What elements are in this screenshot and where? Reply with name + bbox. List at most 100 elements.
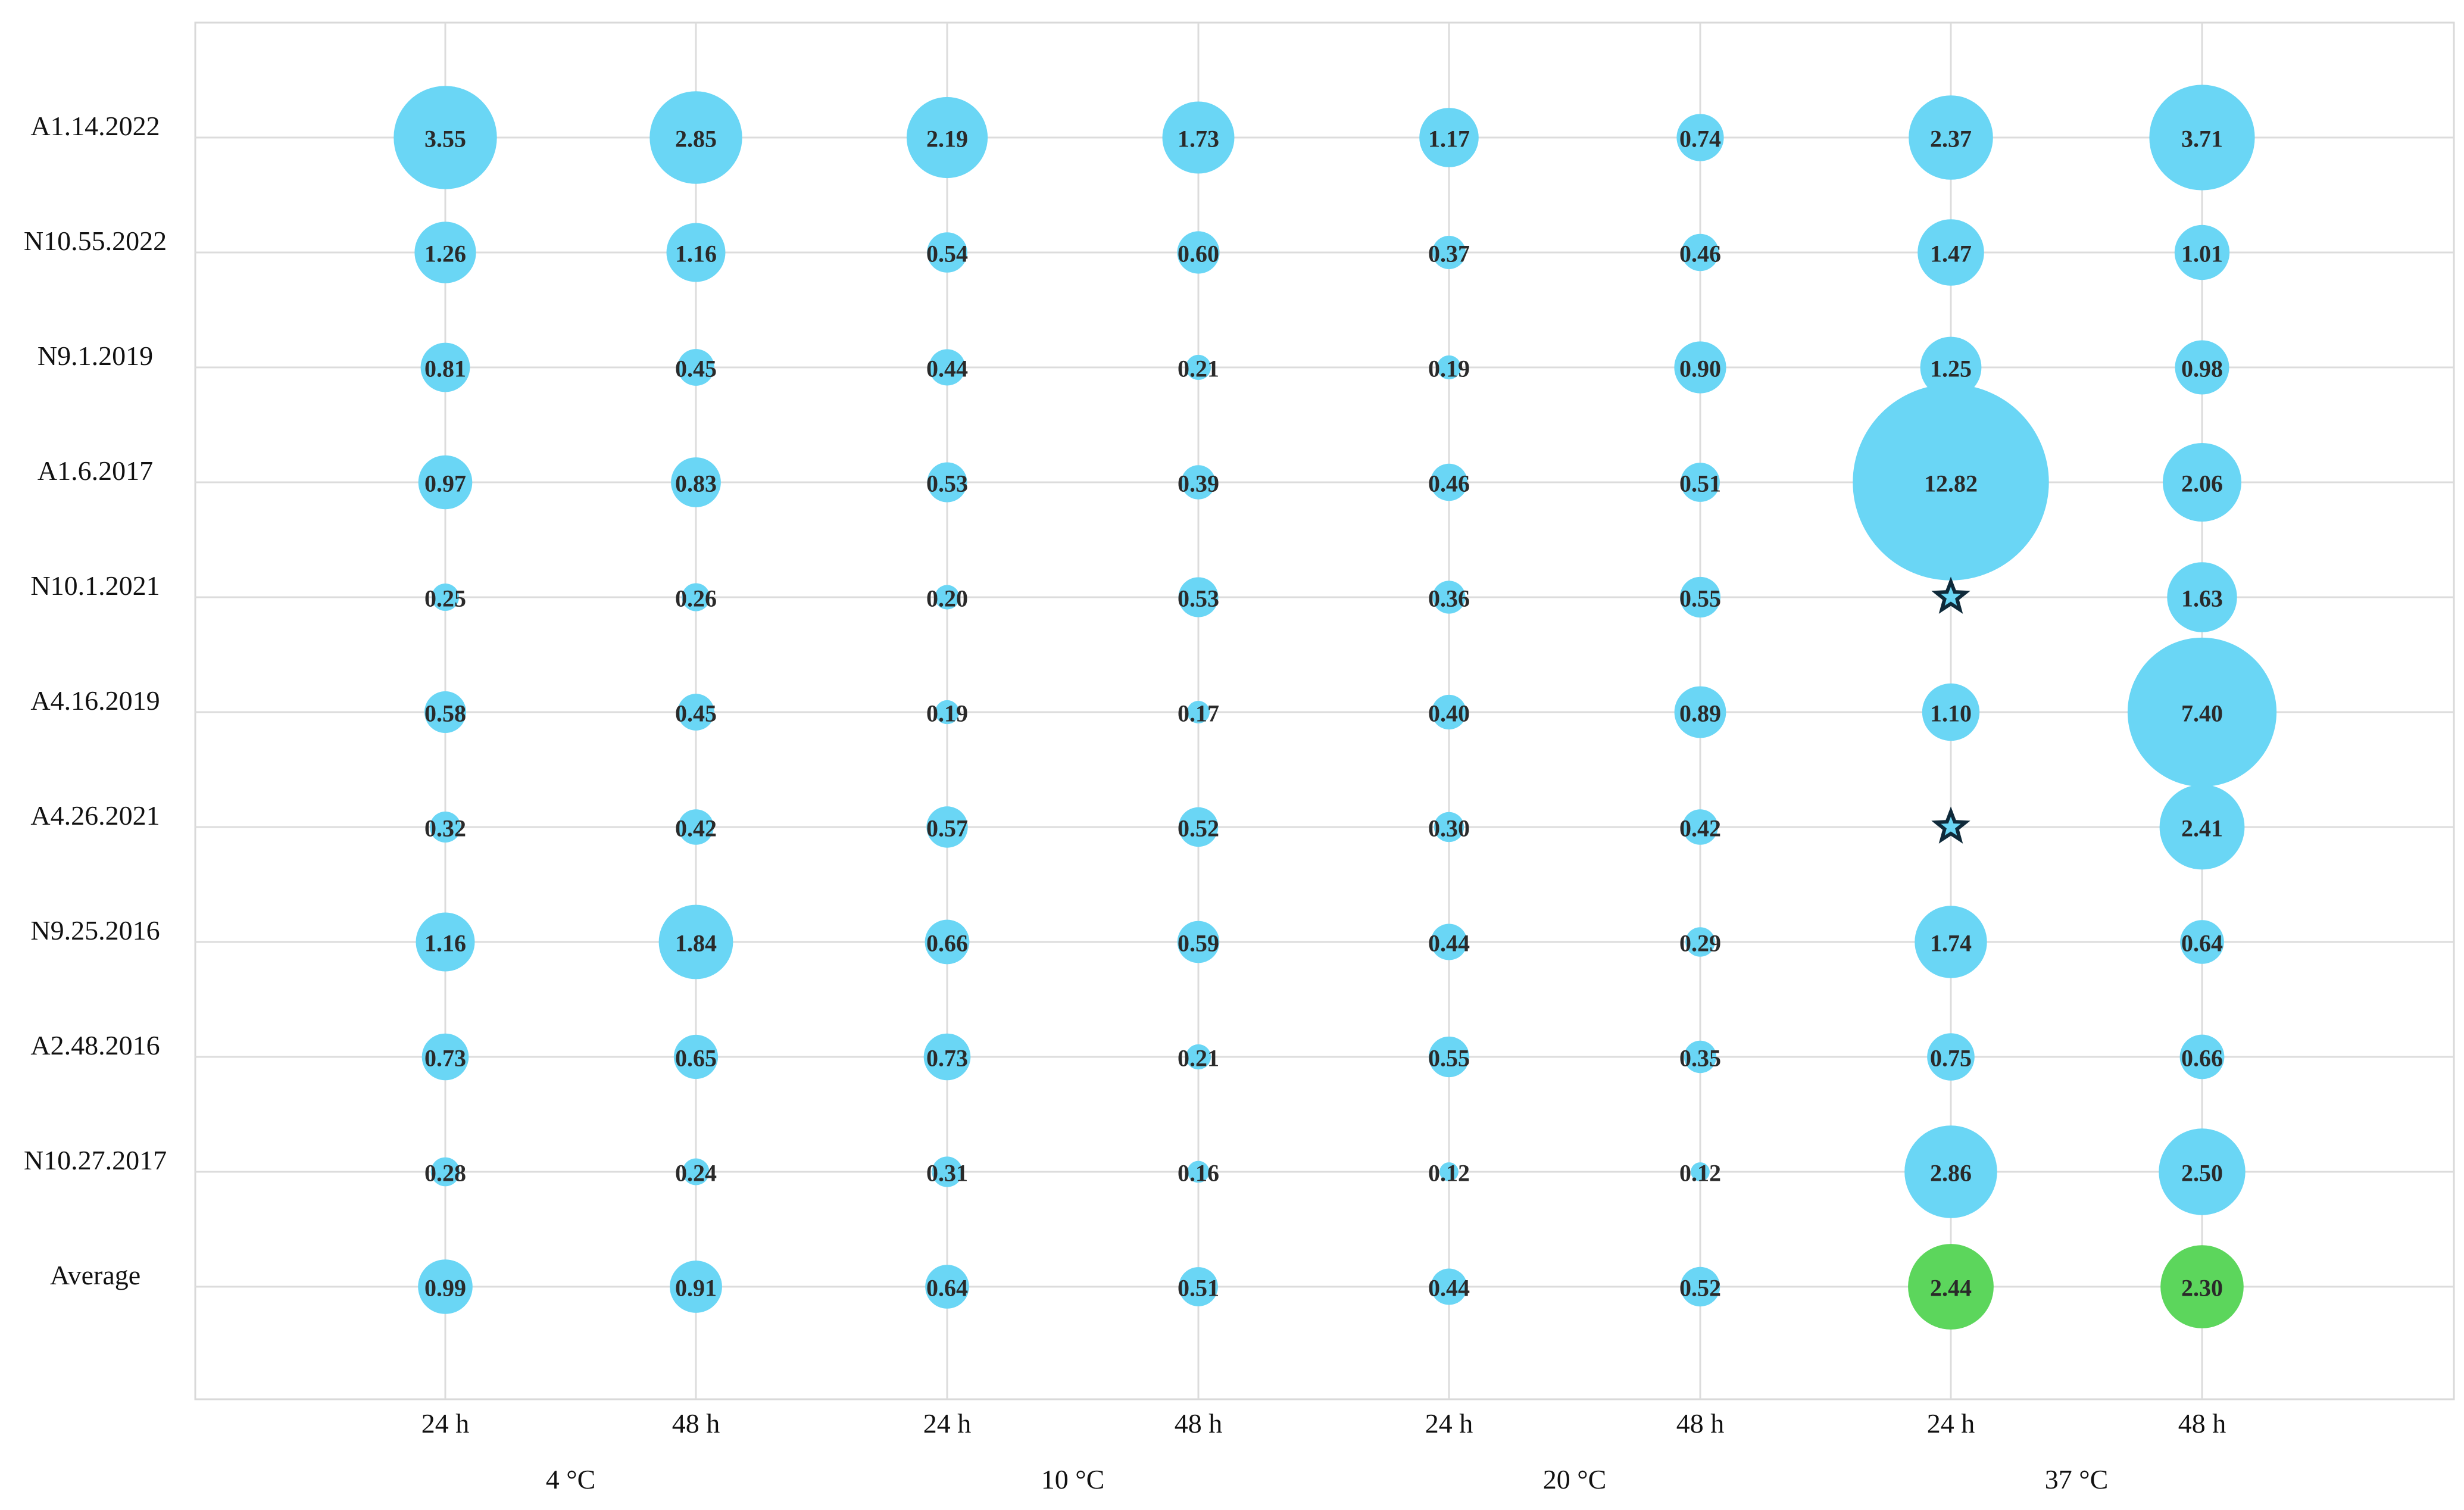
bubble-value-label: 2.37 (1930, 126, 1972, 152)
row-label: N10.1.2021 (30, 570, 160, 601)
bubble (1922, 683, 1980, 741)
bubble-value-label: 0.52 (1178, 815, 1219, 842)
bubble (1439, 1162, 1459, 1181)
bubble-value-label: 0.99 (424, 1275, 466, 1302)
bubble-value-label: 1.01 (2181, 241, 2223, 267)
group-label: 10 °C (1041, 1464, 1105, 1495)
bubble-value-label: 0.44 (1428, 930, 1470, 957)
bubble (1431, 924, 1467, 960)
bubble (2163, 443, 2241, 522)
bubble (1674, 341, 1726, 394)
bubble (1676, 114, 1724, 161)
row-label: A1.6.2017 (38, 456, 153, 486)
bubble-value-label: 2.41 (2181, 815, 2223, 842)
bubble-value-label: 0.45 (675, 700, 717, 727)
bubble (682, 583, 710, 612)
bubble (1681, 463, 1720, 502)
bubble-value-label: 0.12 (1679, 1160, 1721, 1187)
bubble (1908, 1244, 1994, 1330)
bubble-value-label: 0.57 (926, 815, 968, 842)
bubble (927, 462, 967, 503)
bubble-value-label: 0.12 (1428, 1160, 1470, 1187)
bubble (1680, 1266, 1720, 1307)
bubble-value-label: 0.19 (926, 700, 968, 727)
bubble-value-label: 0.46 (1428, 470, 1470, 497)
bubble-value-label: 0.60 (1178, 241, 1219, 267)
bubble (932, 1156, 963, 1187)
bubble (935, 585, 960, 610)
star-marker (1931, 806, 1970, 844)
column-label: 24 h (421, 1408, 470, 1439)
column-label: 24 h (1425, 1408, 1473, 1439)
bubble (2160, 1245, 2244, 1328)
row-label: A4.26.2021 (30, 800, 160, 831)
bubble (1685, 927, 1715, 957)
bubble-value-label: 2.86 (1930, 1160, 1972, 1187)
bubble-value-label: 0.51 (1679, 470, 1721, 497)
bubble (1179, 1267, 1218, 1306)
bubble (1178, 577, 1219, 617)
bubble (1431, 694, 1467, 730)
bubble (2167, 562, 2237, 632)
bubble-value-label: 0.36 (1428, 585, 1470, 612)
bubble (923, 1033, 971, 1081)
bubble (1434, 812, 1464, 843)
bubble-value-label: 0.73 (424, 1045, 466, 1072)
bubble-value-label: 0.24 (675, 1160, 717, 1187)
bubble (1684, 1040, 1717, 1074)
bubble (682, 1158, 710, 1185)
bubble (678, 809, 714, 845)
bubble-value-label: 1.17 (1428, 126, 1470, 152)
bubble (2175, 340, 2229, 395)
bubble (1927, 1033, 1975, 1081)
bubble (1177, 231, 1220, 274)
bubble-value-label: 2.85 (675, 126, 717, 152)
bubble-value-label: 0.90 (1679, 355, 1721, 382)
bubble (418, 455, 473, 510)
bubbles: 3.55 2.85 2.19 1.73 1.17 0.74 2.37 3.71 1.26 1.16… (394, 85, 2277, 1330)
bubble (1679, 576, 1721, 618)
bubble-value-label: 0.26 (675, 585, 717, 612)
bubble (929, 349, 966, 386)
bubble-value-label: 0.89 (1679, 700, 1721, 727)
row-label: N10.27.2017 (24, 1145, 167, 1175)
bubble-value-label: 1.26 (424, 241, 466, 267)
bubble-value-label: 0.46 (1679, 241, 1721, 267)
bubble (414, 221, 476, 283)
grid-lines (195, 23, 2454, 1399)
bubble (1674, 686, 1726, 738)
bubble-value-label: 1.74 (1930, 930, 1972, 957)
bubble-value-label: 2.19 (926, 126, 968, 152)
bubble-value-label: 0.98 (2181, 355, 2223, 382)
group-label: 20 °C (1543, 1464, 1607, 1495)
bubble (1920, 336, 1982, 398)
bubble-value-label: 0.45 (675, 355, 717, 382)
bubble-value-label: 2.06 (2181, 470, 2223, 497)
bubble-value-label: 0.40 (1428, 700, 1470, 727)
bubble-value-label: 0.55 (1428, 1045, 1470, 1072)
bubble (677, 694, 714, 731)
bubble-value-label: 0.83 (675, 470, 717, 497)
bubble-value-label: 3.71 (2181, 126, 2223, 152)
bubble-value-label: 1.25 (1930, 355, 1972, 382)
bubble (1436, 355, 1461, 380)
row-label: A4.16.2019 (30, 685, 160, 716)
bubble-value-label: 3.55 (424, 126, 466, 152)
bubble (666, 223, 726, 282)
bubble (1162, 101, 1235, 174)
bubble-value-label: 1.84 (675, 930, 717, 957)
bubble (1419, 108, 1479, 167)
bubble (1904, 1125, 1997, 1218)
column-label: 48 h (1676, 1408, 1725, 1439)
column-label: 48 h (1175, 1408, 1223, 1439)
bubble-value-label: 0.25 (424, 585, 466, 612)
bubble (1681, 233, 1719, 272)
bubble (1432, 236, 1466, 269)
bubble (935, 700, 960, 725)
bubble (430, 1157, 460, 1187)
bubble (2159, 1128, 2246, 1215)
bubble (394, 86, 497, 189)
bubble (2180, 920, 2224, 964)
bubble-value-label: 0.66 (926, 930, 968, 957)
